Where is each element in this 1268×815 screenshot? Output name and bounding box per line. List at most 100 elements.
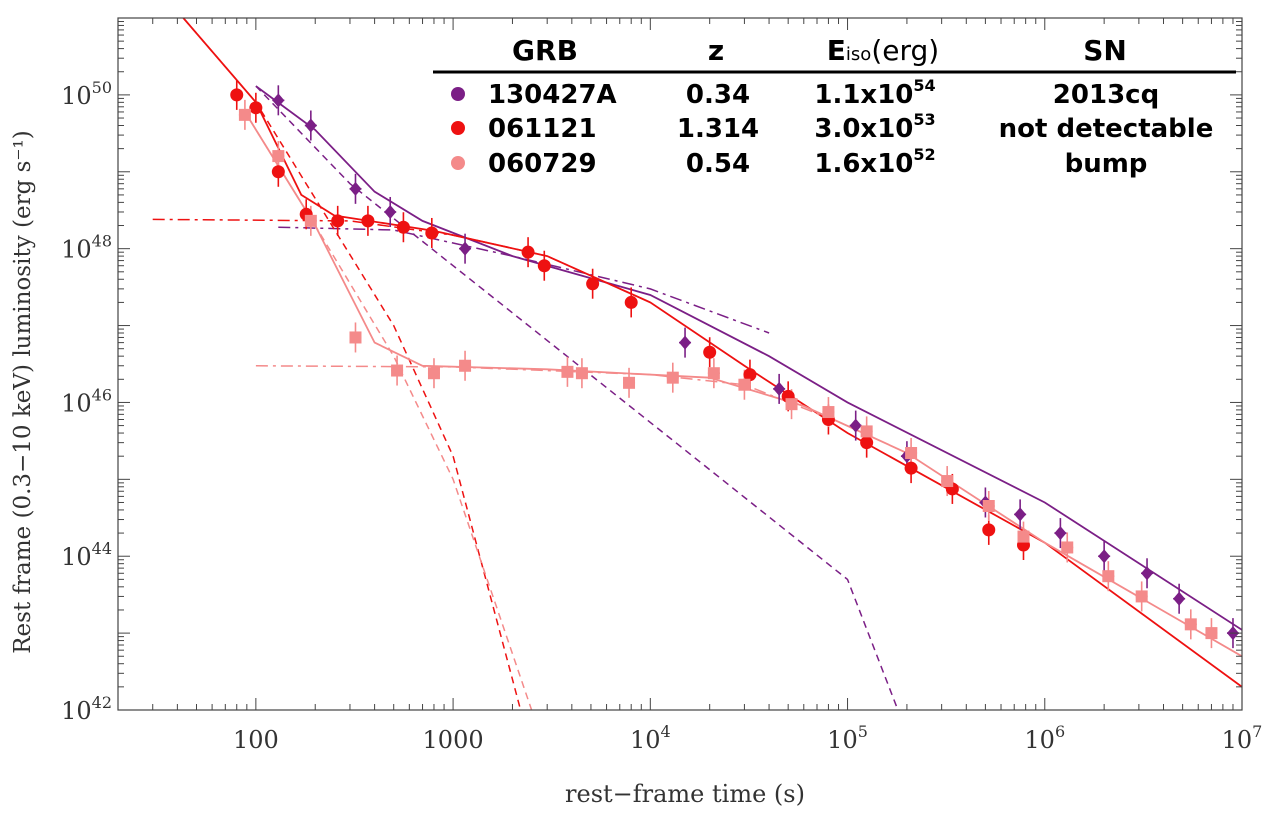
legend-header-e: E (827, 34, 846, 67)
legend-eiso-exp: 52 (913, 145, 935, 164)
x-tick-label: 104 (630, 722, 671, 754)
legend-eiso-base: 3.0x10 (814, 114, 913, 144)
x-tick-label-base: 1000 (423, 726, 484, 754)
model-curve-prompt (255, 85, 899, 710)
data-point (666, 371, 679, 384)
data-point (1141, 566, 1154, 581)
model-curve-plateau (278, 226, 770, 334)
y-tick-label-exp: 46 (92, 385, 112, 404)
data-point (272, 150, 285, 163)
x-tick-label-base: 100 (233, 726, 279, 754)
x-tick-label: 107 (1222, 722, 1263, 754)
data-point (773, 381, 786, 396)
data-point (1173, 591, 1186, 606)
legend-header-z: z (708, 34, 724, 67)
x-tick-label: 105 (827, 722, 868, 754)
legend-eiso-base: 1.1x10 (814, 80, 913, 110)
data-point (1102, 570, 1115, 583)
legend-header-eiso: Eiso(erg) (827, 34, 939, 67)
legend-header-iso: iso (846, 44, 871, 65)
data-points (230, 88, 1239, 641)
data-point (349, 331, 362, 344)
legend-sn: not detectable (999, 114, 1214, 144)
legend-eiso: 1.1x1054 (814, 76, 935, 110)
y-tick-label-exp: 44 (92, 539, 112, 558)
data-point (459, 359, 472, 372)
data-point (1135, 590, 1148, 603)
legend-header-grb: GRB (512, 34, 578, 67)
data-point (982, 523, 996, 537)
data-point (1014, 507, 1027, 522)
data-point (1054, 526, 1067, 541)
data-point (941, 475, 954, 488)
axis-ticks (117, 17, 1243, 711)
y-tick-label: 1048 (61, 232, 112, 264)
legend-eiso-exp: 53 (913, 110, 935, 129)
x-tick-label-base: 10 (827, 726, 858, 754)
data-point (304, 118, 317, 133)
x-tick-label-base: 10 (1024, 726, 1055, 754)
x-tick-label-exp: 6 (1055, 722, 1065, 741)
data-point (349, 181, 362, 196)
x-tick-label: 1000 (423, 726, 484, 754)
data-point (1061, 541, 1074, 554)
data-point (459, 241, 472, 256)
data-point (785, 398, 798, 411)
legend-eiso-base: 1.6x10 (814, 149, 913, 179)
plot-frame (117, 17, 1243, 711)
model-curves (152, 18, 1242, 710)
data-point (427, 367, 440, 380)
legend-eiso-exp: 54 (913, 76, 935, 95)
data-point (707, 367, 720, 380)
y-axis-label: Rest frame (0.3−10 keV) luminosity (erg … (10, 130, 36, 654)
legend-eiso: 1.6x1052 (814, 145, 935, 179)
y-tick-label-exp: 48 (92, 232, 112, 251)
legend-sn: 2013cq (1053, 80, 1159, 110)
x-tick-label-exp: 4 (660, 722, 670, 741)
y-tick-label-base: 10 (61, 82, 92, 110)
data-point (982, 499, 995, 512)
data-point (521, 245, 535, 259)
data-point (384, 204, 397, 219)
data-point (304, 214, 317, 227)
data-point (860, 425, 873, 438)
model-curve-total (255, 85, 1242, 631)
legend-eiso: 3.0x1053 (814, 110, 935, 144)
data-point (623, 376, 636, 389)
legend-z: 1.314 (677, 114, 759, 144)
data-point (849, 418, 862, 433)
y-tick-label-base: 10 (61, 389, 92, 417)
x-axis-label: rest−frame time (s) (565, 780, 805, 808)
legend-z: 0.54 (686, 149, 750, 179)
x-tick-label: 100 (233, 726, 279, 754)
y-tick-label-base: 10 (61, 236, 92, 264)
legend-sn: bump (1065, 149, 1148, 179)
legend-grb: 060729 (488, 149, 597, 179)
data-point (361, 214, 375, 228)
data-point (905, 447, 918, 460)
legend-z: 0.34 (686, 80, 750, 110)
data-point (331, 214, 345, 228)
y-tick-label-exp: 42 (92, 693, 112, 712)
data-point (249, 101, 263, 115)
data-point (272, 93, 285, 108)
x-tick-label-exp: 7 (1252, 722, 1262, 741)
legend-rows: 130427A 0.34 1.1x1054 2013cq 061121 1.314 3.0x… (451, 76, 1213, 179)
data-point (624, 295, 638, 309)
data-point (679, 335, 692, 350)
legend-header-sn: SN (1083, 34, 1127, 67)
data-point (396, 220, 410, 234)
data-point (1017, 530, 1030, 543)
y-tick-label: 1042 (61, 693, 112, 725)
data-point (575, 367, 588, 380)
model-curve-prompt (182, 18, 522, 710)
data-point (425, 226, 439, 240)
data-point (743, 368, 757, 382)
data-point (904, 461, 918, 475)
data-point (703, 345, 717, 359)
data-point (822, 406, 835, 419)
x-tick-label: 106 (1024, 722, 1065, 754)
x-tick-label-base: 10 (630, 726, 661, 754)
